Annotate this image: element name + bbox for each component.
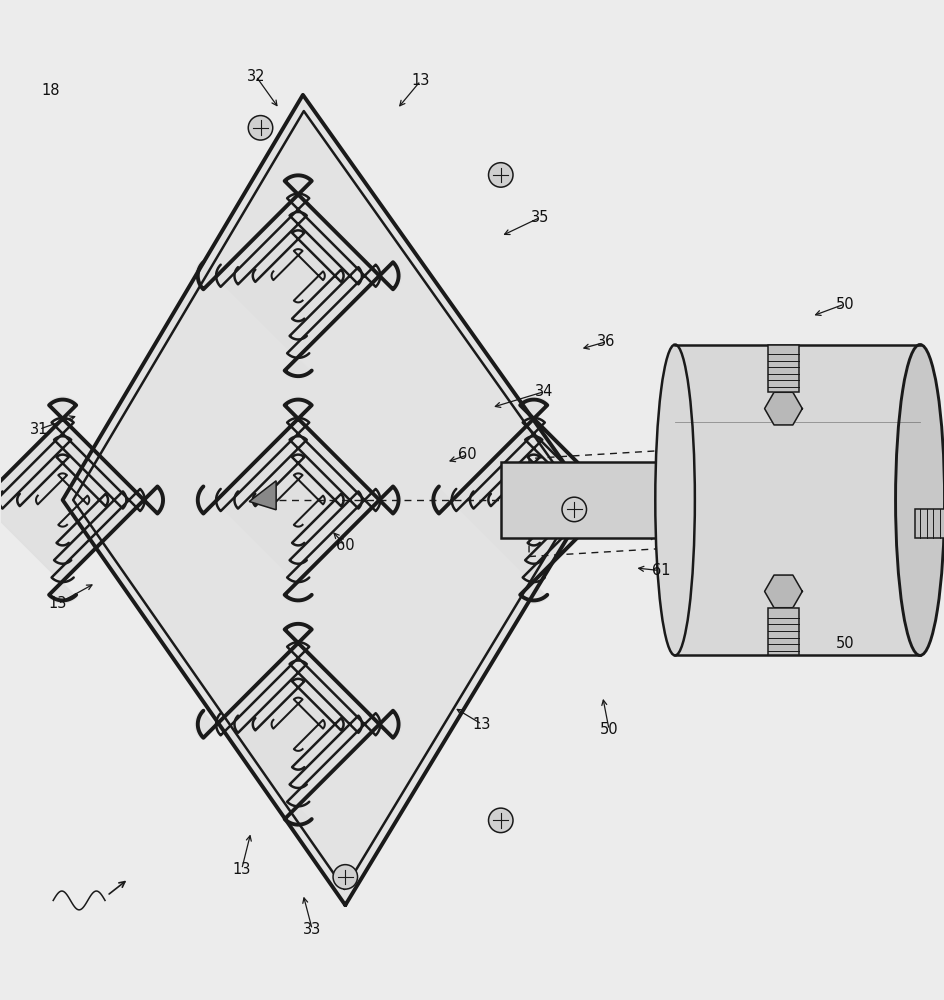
Polygon shape [430, 397, 636, 603]
Text: 32: 32 [246, 69, 264, 84]
Circle shape [488, 163, 513, 187]
Text: 60: 60 [336, 538, 354, 553]
Text: 36: 36 [597, 334, 615, 349]
Text: 50: 50 [834, 297, 853, 312]
Circle shape [332, 865, 357, 889]
Text: 35: 35 [531, 210, 549, 225]
Polygon shape [195, 397, 401, 603]
Polygon shape [500, 462, 716, 538]
Polygon shape [62, 95, 590, 905]
Text: 50: 50 [599, 722, 617, 737]
Polygon shape [764, 575, 801, 608]
Polygon shape [195, 173, 401, 379]
Bar [767, 608, 798, 655]
Text: 13: 13 [472, 717, 491, 732]
Text: 60: 60 [458, 447, 477, 462]
Text: 18: 18 [42, 83, 59, 98]
Text: 50: 50 [834, 636, 853, 651]
Polygon shape [0, 397, 165, 603]
Text: 33: 33 [303, 922, 321, 937]
Ellipse shape [654, 345, 694, 655]
Text: 13: 13 [411, 73, 430, 88]
Bar [915, 509, 944, 538]
Bar [767, 345, 798, 392]
Circle shape [562, 497, 586, 522]
Text: 31: 31 [30, 422, 48, 437]
Circle shape [248, 116, 273, 140]
Text: 13: 13 [49, 596, 67, 611]
Bar [674, 345, 919, 655]
Ellipse shape [895, 345, 944, 655]
Polygon shape [249, 481, 276, 510]
Text: 13: 13 [232, 862, 250, 877]
Polygon shape [195, 621, 401, 827]
Text: 61: 61 [651, 563, 669, 578]
Polygon shape [764, 392, 801, 425]
Circle shape [488, 808, 513, 833]
Text: 34: 34 [534, 384, 552, 399]
